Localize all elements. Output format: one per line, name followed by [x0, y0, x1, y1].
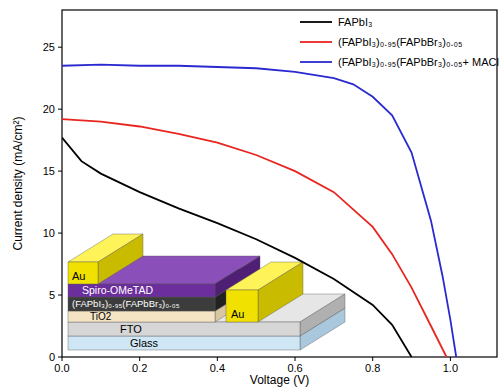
layer-front	[68, 322, 300, 336]
layer-top	[68, 294, 345, 322]
y-tick	[58, 109, 62, 110]
legend-label: (FAPbI₃)₀.₉₅(FAPbBr₃)₀.₀₅+ MACl	[338, 56, 499, 68]
x-tick	[217, 357, 218, 361]
x-tick-label: 1.0	[443, 362, 458, 374]
series-line	[62, 65, 456, 357]
chart: 0.00.20.40.60.81.00510152025Voltage (V)C…	[0, 0, 500, 388]
y-tick	[58, 295, 62, 296]
contact-label: Au	[231, 308, 244, 320]
legend-swatch	[300, 61, 332, 63]
au-contact-front	[226, 290, 258, 322]
x-tick-label: 0.4	[210, 362, 225, 374]
au-contact-front	[68, 262, 98, 284]
y-tick	[58, 233, 62, 234]
x-tick-label: 0.0	[54, 362, 69, 374]
device-inset: Glass FTO TiO2 (FAPbI₃)₀.₉₅(FAPbBr₃)₀.₀₅ Spi…	[68, 234, 345, 350]
y-tick	[58, 357, 62, 358]
layer-front	[68, 297, 215, 311]
y-tick	[58, 171, 62, 172]
x-axis-label: Voltage (V)	[250, 373, 309, 387]
layer-label: Glass	[130, 337, 159, 349]
x-tick-label: 0.2	[132, 362, 147, 374]
legend-label: (FAPbI₃)₀.₉₅(FAPbBr₃)₀.₀₅	[338, 36, 463, 48]
x-tick	[295, 357, 296, 361]
layer-label: TiO2	[90, 311, 112, 322]
legend: FAPbI₃ (FAPbI₃)₀.₉₅(FAPbBr₃)₀.₀₅ (FAPbI₃)₀…	[300, 16, 499, 68]
layer-label: Spiro-OMeTAD	[82, 284, 153, 296]
y-axis-label: Current density (mA/cm²)	[11, 116, 25, 250]
layer-front	[68, 284, 215, 297]
legend-swatch	[300, 41, 332, 43]
layer-front	[68, 311, 215, 322]
series-line	[62, 119, 447, 357]
legend-label: FAPbI₃	[338, 16, 372, 28]
series-group	[62, 65, 456, 357]
x-tick	[62, 357, 63, 361]
x-tick	[139, 357, 140, 361]
au-contact-side	[98, 234, 143, 284]
y-tick-label: 20	[43, 103, 55, 115]
y-tick	[58, 47, 62, 48]
series-line	[62, 138, 412, 357]
x-tick	[450, 357, 451, 361]
au-contact-side	[258, 262, 303, 322]
y-tick-label: 0	[49, 351, 55, 363]
layer-side	[300, 294, 345, 336]
layer-label: (FAPbI₃)₀.₉₅(FAPbBr₃)₀.₀₅	[72, 298, 180, 309]
contact-label: Au	[72, 270, 85, 282]
y-tick-label: 25	[43, 41, 55, 53]
y-tick-label: 15	[43, 165, 55, 177]
x-tick-label: 0.8	[365, 362, 380, 374]
layer-label: FTO	[120, 323, 142, 335]
y-tick-label: 5	[49, 289, 55, 301]
legend-swatch	[300, 21, 332, 23]
x-tick	[372, 357, 373, 361]
layer-front	[68, 336, 300, 350]
y-tick-label: 10	[43, 227, 55, 239]
